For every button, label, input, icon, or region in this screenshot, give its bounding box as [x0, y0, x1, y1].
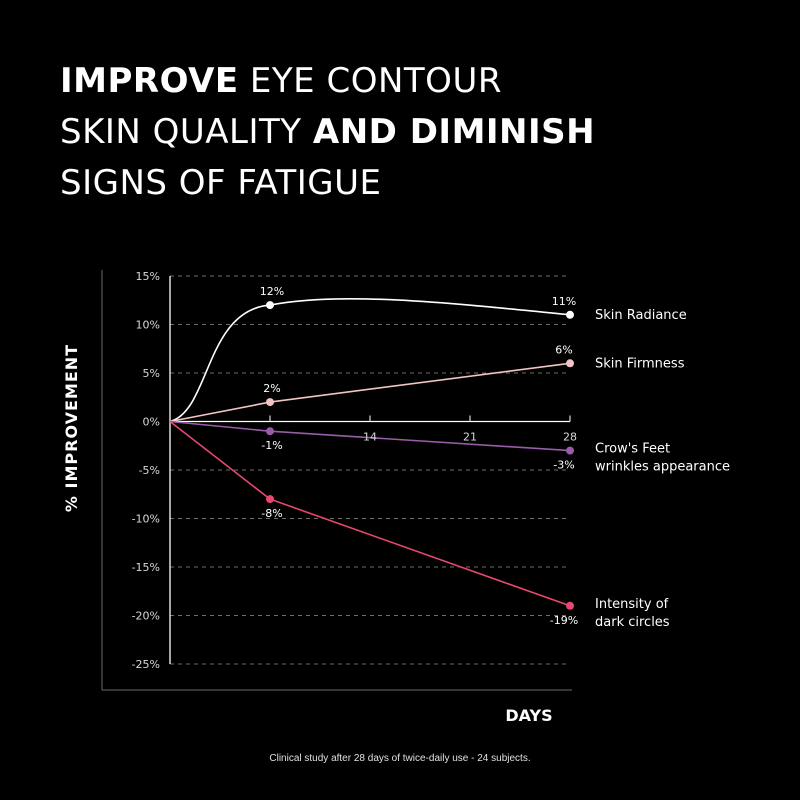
- y-tick-label: -20%: [132, 610, 160, 623]
- labels-layer: 15% 10% 5% 0% -5% -10% -15% -20% -25% 14 21 28 12% 11…: [132, 270, 730, 671]
- series-3-line: [169, 420, 571, 607]
- y-tick-label: -10%: [132, 513, 160, 526]
- x-tick-label: 14: [363, 431, 377, 444]
- y-axis-label: % IMPROVEMENT: [62, 344, 81, 512]
- y-tick-label: -25%: [132, 658, 160, 671]
- x-axis-label: DAYS: [505, 706, 552, 725]
- headline: IMPROVE EYE CONTOUR SKIN QUALITY AND DIM…: [60, 56, 595, 209]
- headline-line-3-regular: SIGNS OF FATIGUE: [60, 163, 382, 203]
- series-2-legend-label: Crow's Feet: [595, 442, 670, 457]
- series-0-point: [266, 301, 274, 310]
- series-1-point: [566, 359, 574, 368]
- series-2-value-label: -1%: [261, 439, 282, 452]
- y-tick-label: 10%: [136, 319, 160, 332]
- series-3-value-label: -19%: [550, 614, 578, 627]
- y-tick-label: -5%: [139, 464, 160, 477]
- axes-layer: [101, 270, 572, 691]
- series-1-value-label: 6%: [555, 343, 572, 356]
- series-3-value-label: -8%: [261, 507, 282, 520]
- headline-line-1-regular: EYE CONTOUR: [238, 61, 502, 101]
- series-2-value-label: -3%: [553, 459, 574, 472]
- series-0-line: [169, 297, 571, 423]
- y-tick-label: -15%: [132, 561, 160, 574]
- series-3-point: [266, 495, 274, 504]
- y-tick-label: 15%: [136, 270, 160, 283]
- series-3-point: [566, 601, 574, 610]
- series-1-legend-label: Skin Firmness: [595, 356, 685, 371]
- series-0-value-label: 12%: [260, 285, 284, 298]
- x-tick-label: 21: [463, 431, 477, 444]
- headline-line-3: SIGNS OF FATIGUE: [60, 158, 595, 209]
- headline-line-2-regular: SKIN QUALITY: [60, 112, 313, 152]
- series-1-line: [169, 362, 571, 423]
- series-1-point: [266, 398, 274, 407]
- y-tick-label: 0%: [143, 416, 160, 429]
- series-3-legend-label: dark circles: [595, 615, 670, 630]
- x-tick-label: 28: [563, 431, 577, 444]
- series-0-value-label: 11%: [552, 295, 576, 308]
- y-tick-label: 5%: [143, 367, 160, 380]
- series-0-point: [566, 310, 574, 319]
- series-1-value-label: 2%: [263, 382, 280, 395]
- series-3-legend-label: Intensity of: [595, 597, 669, 612]
- headline-line-1-bold: IMPROVE: [60, 61, 239, 101]
- headline-line-1: IMPROVE EYE CONTOUR: [60, 56, 595, 107]
- grid-layer: [170, 275, 570, 665]
- series-2-point: [566, 446, 574, 455]
- headline-line-2: SKIN QUALITY AND DIMINISH: [60, 107, 595, 158]
- footnote: Clinical study after 28 days of twice-da…: [269, 753, 531, 764]
- series-2-legend-label: wrinkles appearance: [595, 460, 730, 475]
- headline-line-2-bold: AND DIMINISH: [312, 112, 596, 152]
- series-layer: [169, 297, 574, 610]
- series-2-point: [266, 427, 274, 436]
- series-0-legend-label: Skin Radiance: [595, 308, 687, 323]
